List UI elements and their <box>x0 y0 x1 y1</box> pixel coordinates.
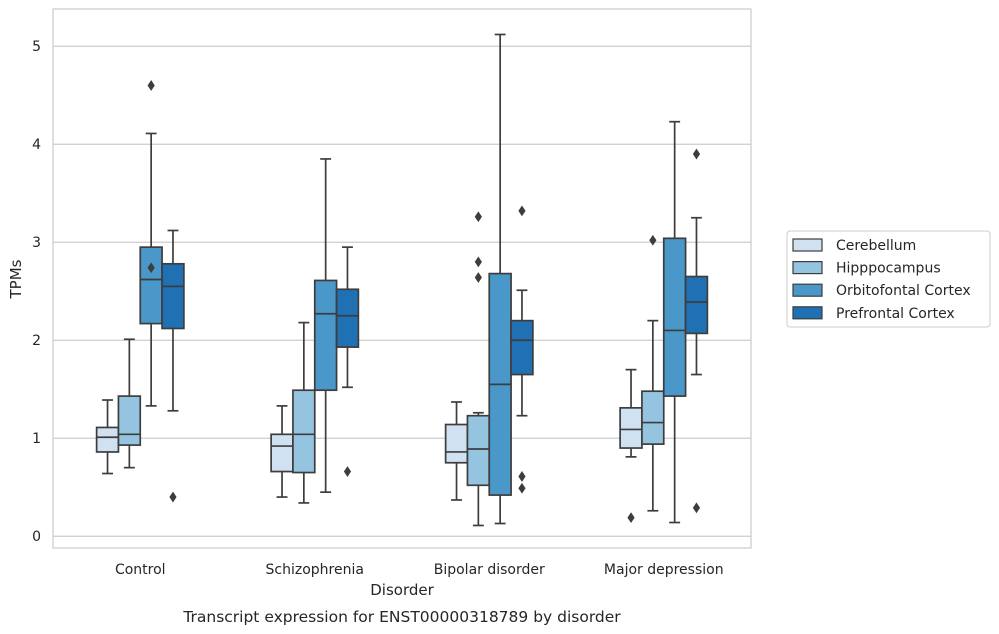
y-tick-label: 1 <box>32 431 41 447</box>
figure-caption: Transcript expression for ENST0000031878… <box>182 608 621 626</box>
iqr-box <box>139 246 163 325</box>
y-tick-labels: 0 1 2 3 4 5 <box>32 39 41 545</box>
legend-label: Cerebellum <box>836 238 916 254</box>
box-prefrontal-cortex <box>684 148 709 514</box>
x-tick-label: Major depression <box>604 562 724 578</box>
x-tick-labels: Control Schizophrenia Bipolar disorder Majo… <box>115 562 724 578</box>
iqr-box <box>335 288 360 348</box>
outlier-marker <box>692 502 701 514</box>
plot-frame <box>52 8 752 549</box>
box-orbitofontal-cortex <box>662 120 687 524</box>
outlier-marker <box>627 512 635 524</box>
box-orbitofontal-cortex <box>139 80 163 407</box>
x-tick-label: Bipolar disorder <box>434 562 545 578</box>
outlier-marker <box>169 491 177 503</box>
iqr-box <box>313 279 338 392</box>
x-tick-label: Schizophrenia <box>266 562 364 578</box>
legend-label: Prefrontal Cortex <box>836 306 955 322</box>
iqr-box <box>270 433 294 473</box>
outlier-marker <box>343 466 352 477</box>
legend-swatch <box>792 261 823 275</box>
iqr-box <box>117 395 142 446</box>
iqr-box <box>95 426 120 453</box>
legend-label: Hipppocampus <box>836 261 941 277</box>
box-orbitofontal-cortex <box>313 158 338 493</box>
box-cerebellum <box>95 399 120 475</box>
legend-label: Orbitofontal Cortex <box>836 283 971 299</box>
y-tick-label: 5 <box>32 39 41 55</box>
box-cerebellum <box>270 405 294 498</box>
y-tick-label: 0 <box>32 529 41 545</box>
box-hipppocampus <box>466 211 491 527</box>
outlier-marker <box>649 234 657 246</box>
iqr-box <box>619 407 643 449</box>
outlier-marker <box>147 80 155 91</box>
box-cerebellum <box>444 401 469 501</box>
iqr-box <box>161 262 185 330</box>
y-tick-label: 2 <box>32 333 41 349</box>
outlier-marker <box>518 482 526 494</box>
iqr-box <box>510 319 534 376</box>
y-tick-label: 4 <box>32 137 41 153</box>
iqr-box <box>292 389 316 474</box>
legend: Cerebellum Hipppocampus Orbitofontal Corte… <box>786 230 991 328</box>
outlier-marker <box>518 471 526 482</box>
outlier-marker <box>518 205 526 217</box>
box-cerebellum <box>619 368 643 524</box>
iqr-box <box>641 390 665 445</box>
outlier-marker <box>692 148 701 160</box>
box-hipppocampus <box>641 234 665 512</box>
iqr-box <box>662 237 687 397</box>
x-tick-label: Control <box>115 562 166 578</box>
legend-swatch <box>792 306 823 320</box>
gridlines <box>53 45 751 537</box>
box-layer <box>95 33 709 527</box>
iqr-box <box>444 423 469 464</box>
legend-frame <box>786 230 991 328</box>
box-hipppocampus <box>117 338 142 469</box>
box-prefrontal-cortex <box>335 246 360 477</box>
y-tick-label: 3 <box>32 235 41 251</box>
box-prefrontal-cortex <box>510 205 534 494</box>
box-hipppocampus <box>292 321 316 504</box>
box-orbitofontal-cortex <box>488 33 512 525</box>
box-prefrontal-cortex <box>161 229 185 503</box>
y-axis-label: TPMs <box>7 259 25 299</box>
outlier-marker <box>474 256 482 268</box>
outlier-marker <box>147 262 155 274</box>
x-axis-label: Disorder <box>370 581 434 599</box>
iqr-box <box>466 414 491 487</box>
outlier-marker <box>474 211 482 223</box>
legend-swatch <box>792 238 823 252</box>
legend-swatch <box>792 283 823 297</box>
outlier-marker <box>474 272 482 283</box>
iqr-box <box>684 275 709 335</box>
